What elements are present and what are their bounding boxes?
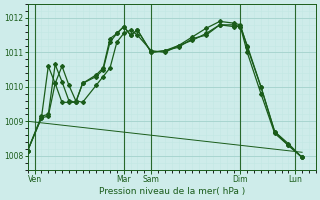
X-axis label: Pression niveau de la mer( hPa ): Pression niveau de la mer( hPa ) [99,187,245,196]
